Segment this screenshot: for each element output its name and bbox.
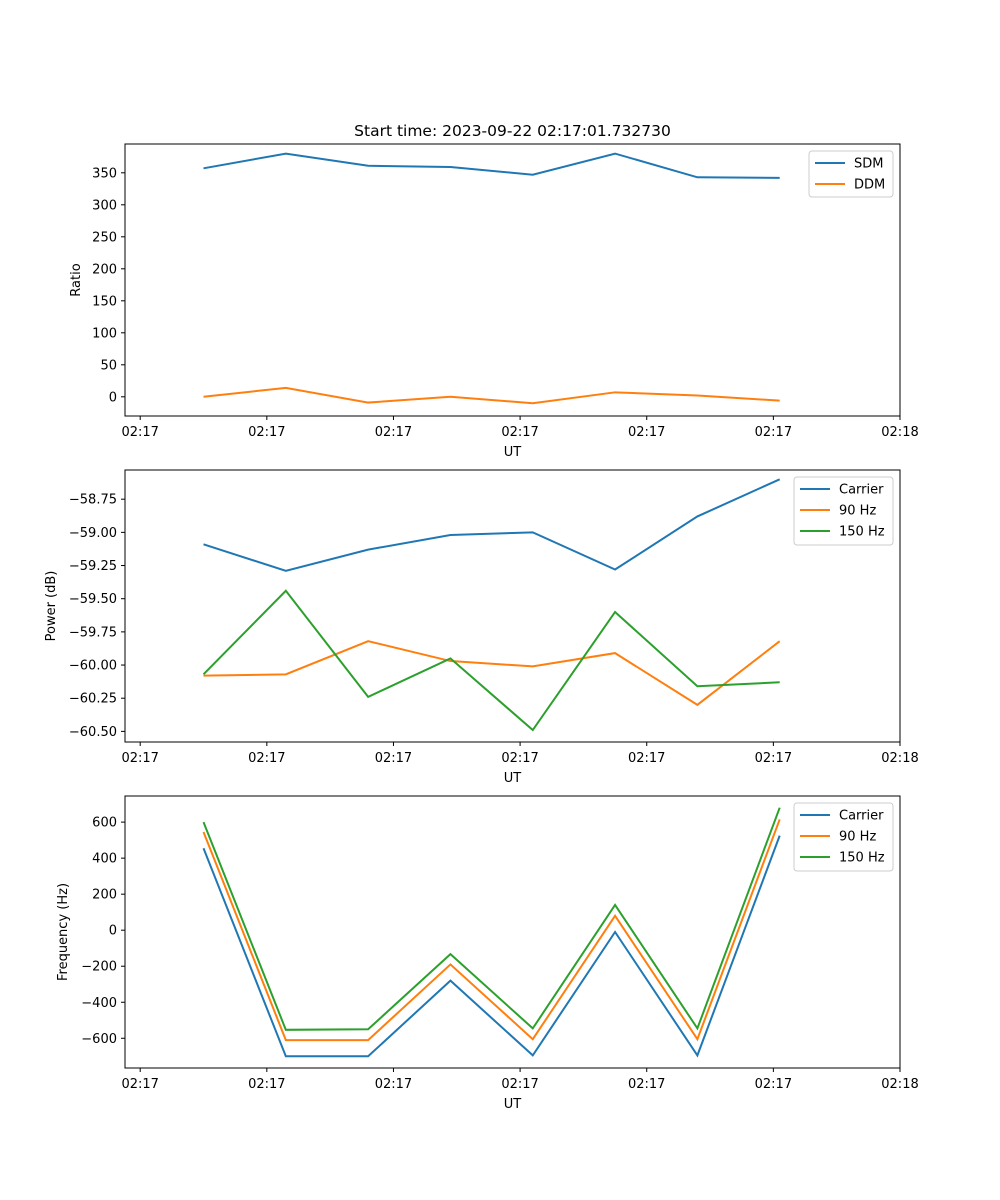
- x-tick-label: 02:17: [375, 1077, 412, 1092]
- series-line-90-hz: [203, 640, 781, 707]
- plot-frame: [124, 469, 901, 743]
- x-tick-label: 02:17: [628, 751, 665, 766]
- y-tick-label: 0: [109, 390, 117, 405]
- panel-frequency: 02:17 02:17 02:17 02:17 02:17 02:17 02:18 −600…: [56, 795, 919, 1112]
- x-axis-label: UT: [504, 445, 522, 460]
- x-tick-label: 02:17: [755, 751, 792, 766]
- series-lines: [202, 478, 781, 732]
- y-tick-label: −600: [81, 1032, 117, 1047]
- y-tick-label: 200: [92, 262, 117, 277]
- y-tick-label: 300: [92, 198, 117, 213]
- x-tick-label: 02:18: [881, 1077, 918, 1092]
- y-tick-label: 350: [92, 166, 117, 181]
- series-line-carrier: [203, 478, 781, 572]
- x-tick-label: 02:18: [881, 751, 918, 766]
- y-tick-label: −59.75: [69, 625, 117, 640]
- y-tick-label: 50: [100, 358, 117, 373]
- y-tick-label: −58.75: [69, 493, 117, 508]
- x-tick-label: 02:17: [628, 1077, 665, 1092]
- y-tick-label: −200: [81, 960, 117, 975]
- y-axis-label: Ratio: [69, 263, 84, 296]
- y-axis-ticks: 0 50 100 150 200 250 300 350: [92, 166, 125, 405]
- x-tick-label: 02:17: [755, 425, 792, 440]
- y-tick-label: 150: [92, 294, 117, 309]
- x-tick-label: 02:17: [375, 425, 412, 440]
- legend-label-90hz: 90 Hz: [839, 504, 876, 519]
- legend-label-carrier: Carrier: [839, 809, 884, 824]
- x-tick-label: 02:17: [755, 1077, 792, 1092]
- legend-label-ddm: DDM: [854, 178, 885, 193]
- x-axis-ticks: 02:17 02:17 02:17 02:17 02:17 02:17 02:18: [121, 742, 919, 766]
- series-line-sdm: [203, 152, 780, 179]
- x-tick-label: 02:17: [375, 751, 412, 766]
- y-tick-label: −59.50: [69, 592, 117, 607]
- y-tick-label: 600: [92, 816, 117, 831]
- x-tick-label: 02:17: [248, 425, 285, 440]
- legend-label-carrier: Carrier: [839, 483, 884, 498]
- legend: Carrier 90 Hz 150 Hz: [793, 476, 894, 546]
- x-tick-label: 02:17: [501, 425, 538, 440]
- legend-label-150hz: 150 Hz: [839, 851, 885, 866]
- x-tick-label: 02:17: [121, 1077, 158, 1092]
- chart-title: Start time: 2023-09-22 02:17:01.732730: [354, 122, 671, 140]
- y-tick-label: −60.25: [69, 692, 117, 707]
- y-tick-label: 400: [92, 852, 117, 867]
- legend-label-90hz: 90 Hz: [839, 830, 876, 845]
- legend-box: [793, 802, 894, 872]
- y-tick-label: −60.50: [69, 725, 117, 740]
- y-tick-label: 100: [92, 326, 117, 341]
- legend-label-sdm: SDM: [854, 157, 883, 172]
- y-tick-label: −60.00: [69, 659, 117, 674]
- y-axis-ticks: −600 −400 −200 0 200 400 600: [81, 816, 125, 1047]
- x-tick-label: 02:18: [881, 425, 918, 440]
- x-axis-label: UT: [504, 771, 522, 786]
- x-tick-label: 02:17: [628, 425, 665, 440]
- y-tick-label: −400: [81, 996, 117, 1011]
- y-axis-ticks: −60.50 −60.25 −60.00 −59.75 −59.50 −59.25 −59.…: [69, 493, 125, 740]
- legend: SDM DDM: [808, 150, 894, 198]
- series-lines: [202, 807, 781, 1058]
- plot-frame: [124, 795, 901, 1069]
- x-axis-ticks: 02:17 02:17 02:17 02:17 02:17 02:17 02:18: [121, 416, 919, 440]
- legend-label-150hz: 150 Hz: [839, 525, 885, 540]
- plot-frame: [124, 143, 901, 417]
- series-line-150-hz: [202, 807, 781, 1031]
- x-tick-label: 02:17: [501, 1077, 538, 1092]
- x-tick-label: 02:17: [501, 751, 538, 766]
- y-tick-label: 0: [109, 924, 117, 939]
- y-tick-label: 200: [92, 888, 117, 903]
- series-line-150-hz: [202, 589, 780, 732]
- series-line-90-hz: [202, 819, 781, 1042]
- y-axis-label: Frequency (Hz): [56, 883, 71, 981]
- x-axis-ticks: 02:17 02:17 02:17 02:17 02:17 02:17 02:18: [121, 1068, 919, 1092]
- y-tick-label: −59.00: [69, 526, 117, 541]
- y-axis-label: Power (dB): [44, 571, 59, 642]
- x-tick-label: 02:17: [121, 425, 158, 440]
- panel-power: 02:17 02:17 02:17 02:17 02:17 02:17 02:18 −60.…: [44, 469, 919, 786]
- y-tick-label: −59.25: [69, 559, 117, 574]
- legend: Carrier 90 Hz 150 Hz: [793, 802, 894, 872]
- legend-box: [793, 476, 894, 546]
- x-tick-label: 02:17: [248, 751, 285, 766]
- x-axis-label: UT: [504, 1097, 522, 1112]
- panel-ratio: Start time: 2023-09-22 02:17:01.732730 0…: [69, 122, 919, 460]
- series-line-ddm: [203, 386, 780, 405]
- series-lines: [203, 152, 780, 405]
- y-tick-label: 250: [92, 230, 117, 245]
- series-line-carrier: [202, 835, 781, 1058]
- x-tick-label: 02:17: [121, 751, 158, 766]
- x-tick-label: 02:17: [248, 1077, 285, 1092]
